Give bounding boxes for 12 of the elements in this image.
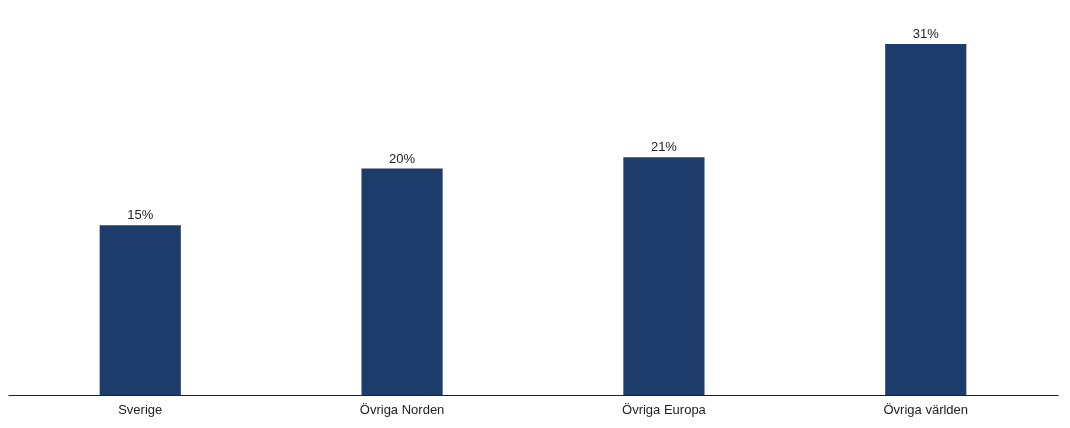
- x-tick-label: Övriga Norden: [359, 401, 445, 417]
- data-label: 20%: [389, 150, 416, 166]
- bar: [623, 157, 705, 395]
- data-label: 15%: [127, 207, 154, 223]
- x-tick-label: Övriga världen: [883, 401, 969, 417]
- data-label: 21%: [650, 139, 678, 155]
- data-label: 31%: [912, 26, 940, 41]
- bar: [361, 168, 443, 395]
- x-tick-label: Sverige: [118, 401, 163, 417]
- bar: [885, 44, 967, 395]
- bar: [99, 225, 181, 395]
- x-tick-label: Övriga Europa: [622, 401, 707, 417]
